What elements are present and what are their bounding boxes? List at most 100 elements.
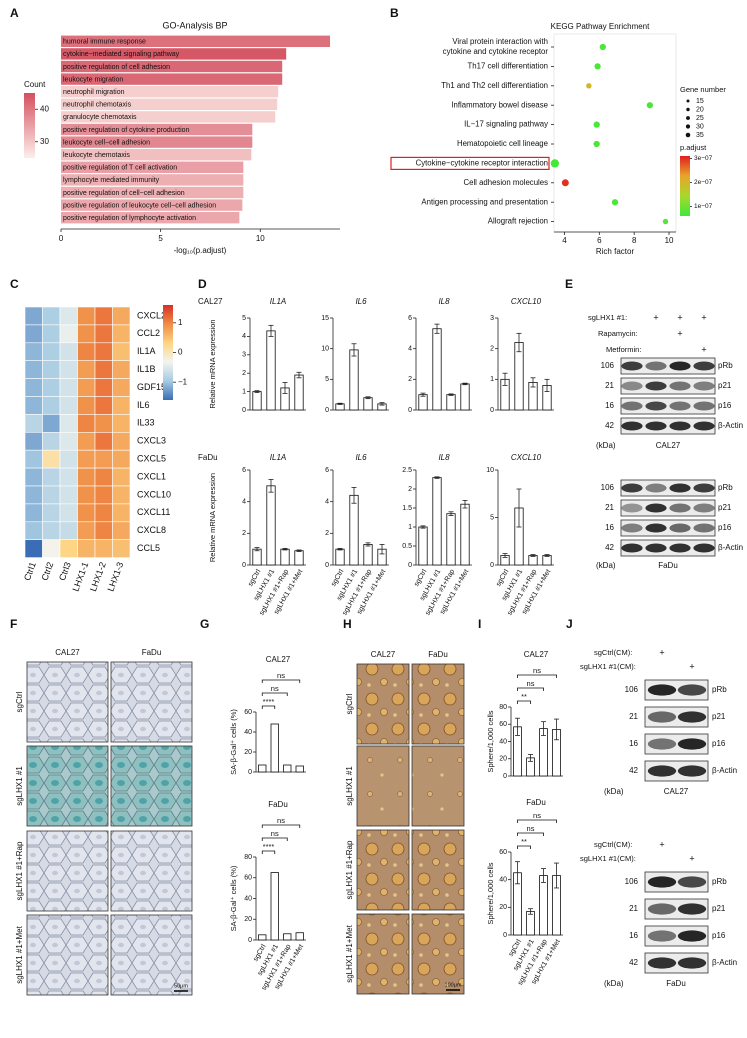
- bar: [432, 328, 442, 411]
- go-term: granulocyte chemotaxis: [63, 114, 137, 121]
- heatmap-cell: [59, 360, 78, 379]
- micrograph: [26, 914, 109, 996]
- y-tick-label: 3: [490, 315, 494, 322]
- kda-label: 16: [629, 739, 638, 748]
- y-tick-label: 0: [490, 562, 494, 569]
- kda-label: 21: [605, 503, 614, 512]
- pathway-dot: [646, 102, 653, 109]
- legend-colorbar: [163, 305, 173, 400]
- y-tick-label: 4: [325, 499, 329, 506]
- y-tick-label: 0: [490, 407, 494, 414]
- y-tick-label: 20: [499, 904, 507, 911]
- y-tick-label: 40: [499, 877, 507, 884]
- chart-title: IL6: [355, 297, 367, 306]
- protein-label: p16: [712, 739, 726, 748]
- y-tick-label: 40: [244, 895, 252, 902]
- condition-mark: +: [659, 647, 664, 657]
- cell-line-label: FaDu: [666, 979, 686, 988]
- blot-band: [621, 523, 643, 533]
- bar: [335, 548, 345, 566]
- gene-label: CXCL2: [137, 310, 166, 320]
- y-axis-label: Relative mRNA expression: [208, 319, 217, 408]
- go-term: lymphocyte mediated immunity: [63, 177, 160, 184]
- significance-label: **: [521, 692, 527, 701]
- condition-label: sgCtrl(CM):: [594, 840, 632, 849]
- heatmap-cell: [24, 360, 43, 379]
- legend-title: p.adjust: [680, 143, 707, 152]
- protein-label: p16: [718, 401, 732, 410]
- go-term: cytokine−mediated signaling pathway: [63, 51, 180, 58]
- significance-label: ****: [263, 842, 275, 851]
- micrograph: [110, 661, 193, 743]
- heatmap-cell: [77, 396, 96, 415]
- go-term: leukocyte migration: [63, 76, 123, 83]
- significance-label: ****: [263, 697, 275, 706]
- panel-label: G: [200, 617, 209, 631]
- heatmap-cell: [59, 414, 78, 433]
- pathway-label: Inflammatory bowel disease: [451, 100, 548, 109]
- legend-label: 25: [696, 115, 704, 122]
- blot-band: [647, 876, 677, 888]
- heatmap-cell: [59, 396, 78, 415]
- row-label: sgLHX1 #1+Rap: [345, 840, 354, 899]
- significance-label: ns: [533, 811, 541, 820]
- blot-band: [693, 381, 715, 391]
- legend-colorbar: [680, 156, 690, 216]
- condition-mark: +: [653, 312, 658, 322]
- y-tick-label: 80: [244, 854, 252, 861]
- y-tick-label: 40: [499, 738, 507, 745]
- blot-strip: [620, 539, 716, 557]
- pathway-label: cytokine and cytokine receptor: [443, 47, 549, 56]
- row-label: sgCtrl: [345, 693, 354, 714]
- blot-band: [677, 711, 707, 723]
- go-bar: [61, 111, 276, 123]
- panel-title: GO-Analysis BP: [162, 20, 227, 30]
- legend-label: 20: [696, 106, 704, 113]
- gene-label: IL1B: [137, 364, 156, 374]
- sample-label: Ctrl3: [57, 561, 73, 582]
- heatmap-cell: [42, 360, 61, 379]
- go-bar: [61, 174, 244, 186]
- chart-title: FaDu: [268, 800, 288, 809]
- significance-bracket: [261, 679, 301, 683]
- bar: [418, 394, 428, 411]
- kda-label: 21: [629, 712, 638, 721]
- kda-unit: (kDa): [596, 561, 616, 570]
- x-axis-label: Rich factor: [596, 247, 635, 256]
- kda-label: 42: [605, 543, 614, 552]
- cell-line-label: CAL27: [664, 787, 689, 796]
- bar: [252, 548, 262, 566]
- heatmap-cell: [94, 467, 113, 487]
- blot-band: [669, 401, 691, 411]
- row-label: sgCtrl: [15, 691, 24, 712]
- bar: [258, 764, 267, 773]
- y-tick-label: 0: [325, 407, 329, 414]
- heatmap-cell: [77, 449, 96, 469]
- heatmap-cell: [112, 431, 131, 451]
- significance-bracket: [261, 824, 301, 828]
- blot-band: [647, 765, 677, 777]
- protein-label: β-Actin: [712, 766, 737, 775]
- chart-title: CAL27: [524, 650, 549, 659]
- pathway-label: Viral protein interaction with: [452, 37, 548, 46]
- bar: [460, 383, 470, 411]
- x-tick-label: 4: [562, 236, 567, 245]
- kda-label: 106: [625, 877, 639, 886]
- chart-title: FaDu: [526, 798, 546, 807]
- bar: [432, 477, 442, 566]
- kda-unit: (kDa): [604, 787, 624, 796]
- bar: [446, 513, 456, 566]
- chart-title: IL8: [438, 297, 450, 306]
- y-tick-label: 80: [499, 704, 507, 711]
- kda-unit: (kDa): [596, 441, 616, 450]
- go-term: positive regulation of leukocyte cell−ce…: [63, 202, 216, 209]
- significance-bracket: [261, 837, 288, 841]
- sample-label: LHX1-2: [88, 561, 108, 593]
- chart-title: CAL27: [266, 655, 291, 664]
- micrograph: [110, 914, 193, 996]
- heatmap-cell: [42, 414, 61, 433]
- kda-label: 106: [601, 483, 615, 492]
- y-tick-label: 0: [248, 769, 252, 776]
- heatmap-cell: [42, 521, 61, 540]
